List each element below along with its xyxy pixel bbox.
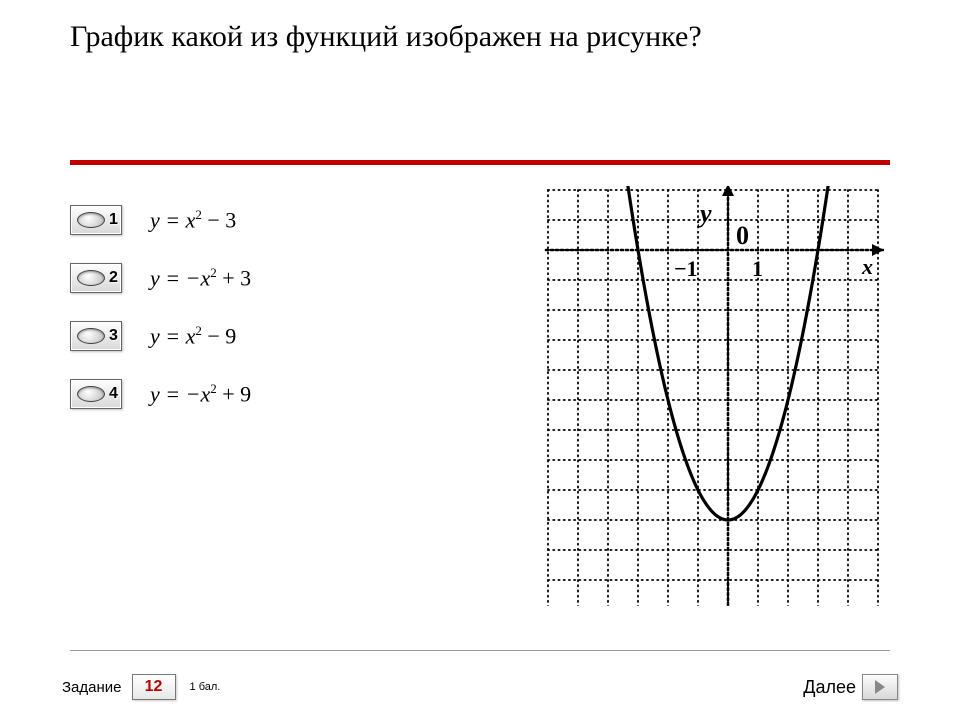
option-number: 3 [109,327,118,345]
graph-svg: y x 0 −1 1 [544,186,884,606]
option-button-4[interactable]: 4 [70,379,122,409]
play-icon [875,680,885,694]
option-row: 4 y = −x2 + 9 [70,379,251,409]
option-formula-1: y = x2 − 3 [150,207,236,233]
divider-red [70,160,890,165]
svg-text:0: 0 [736,221,749,250]
option-button-3[interactable]: 3 [70,321,122,351]
svg-text:−1: −1 [674,256,698,281]
next-label: Далее [803,677,856,698]
task-label: Задание [62,679,122,696]
option-formula-4: y = −x2 + 9 [150,381,251,407]
option-row: 1 y = x2 − 3 [70,205,251,235]
option-row: 2 y = −x2 + 3 [70,263,251,293]
question-text: График какой из функций изображен на рис… [70,20,702,54]
divider-footer [70,650,890,651]
task-points: 1 бал. [190,681,221,693]
option-formula-3: y = x2 − 9 [150,323,236,349]
radio-icon [77,328,105,344]
task-number-badge: 12 [132,674,176,700]
option-number: 4 [109,385,118,403]
option-button-2[interactable]: 2 [70,263,122,293]
footer: Задание 12 1 бал. [62,674,220,700]
svg-text:x: x [861,254,873,279]
option-row: 3 y = x2 − 9 [70,321,251,351]
svg-text:y: y [697,199,712,228]
radio-icon [77,212,105,228]
option-number: 1 [109,211,118,229]
option-button-1[interactable]: 1 [70,205,122,235]
next-group: Далее [803,674,898,700]
next-button[interactable] [862,674,898,700]
option-formula-2: y = −x2 + 3 [150,265,251,291]
graph-figure: y x 0 −1 1 [538,180,890,612]
radio-icon [77,386,105,402]
svg-text:1: 1 [752,256,763,281]
radio-icon [77,270,105,286]
options-list: 1 y = x2 − 3 2 y = −x2 + 3 3 y = x2 − 9 … [70,205,251,409]
option-number: 2 [109,269,118,287]
